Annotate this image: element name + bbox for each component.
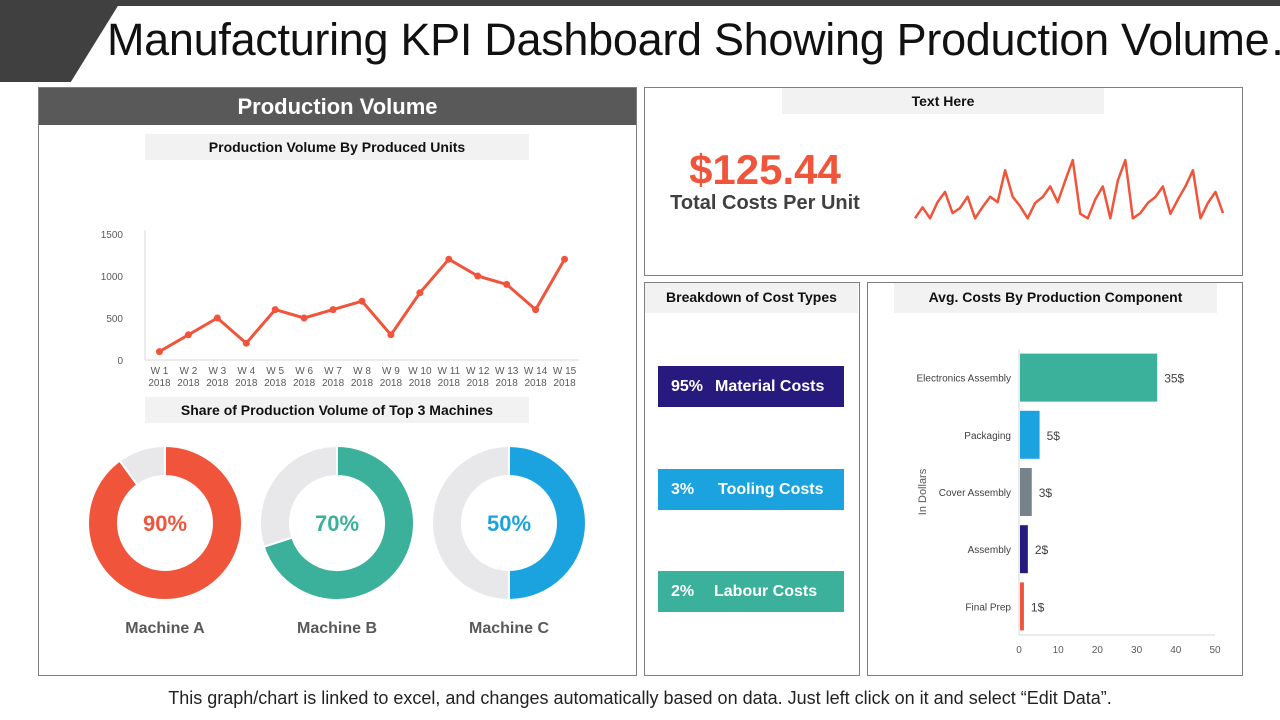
donut-slice-value	[508, 444, 587, 602]
x-tick-label: W 9 2018	[380, 366, 403, 388]
total-cost-label: Total Costs Per Unit	[670, 192, 860, 214]
machine-name-label: Machine C	[469, 620, 549, 637]
production-volume-panel: Production Volume Production Volume By P…	[38, 87, 637, 676]
total-cost-value: $125.44	[689, 146, 841, 193]
y-tick-label: 1500	[101, 230, 124, 241]
x-tick-label: W 1 2018	[148, 366, 171, 388]
material-costs-percent: 95%	[671, 378, 704, 395]
data-point	[358, 297, 366, 305]
avg-costs-subtitle: Avg. Costs By Production Component	[894, 283, 1217, 313]
y-axis-label: In Dollars	[917, 468, 929, 515]
donut-slice-remainder	[118, 444, 166, 487]
donut-slice-remainder	[259, 444, 338, 549]
x-tick-label: 50	[1209, 645, 1221, 656]
line-chart-subtitle: Production Volume By Produced Units	[145, 134, 529, 160]
production-volume-series-line	[158, 257, 566, 353]
breakdown-subtitle: Breakdown of Cost Types	[645, 283, 858, 313]
x-tick-label: W 12 2018	[466, 366, 490, 388]
labour-costs-label: Labour Costs	[714, 583, 818, 600]
data-point	[155, 348, 163, 356]
x-tick-label: W 7 2018	[322, 366, 345, 388]
x-tick-label: W 4 2018	[235, 366, 258, 388]
x-tick-label: W 13 2018	[495, 366, 519, 388]
labour-costs-box[interactable]: 2% Labour Costs	[658, 571, 844, 612]
category-label: Cover Assembly	[939, 488, 1011, 499]
labour-costs-percent: 2%	[671, 583, 695, 600]
production-volume-header: Production Volume	[39, 88, 636, 125]
sparkline-series-line	[913, 158, 1225, 220]
x-tick-label: 10	[1053, 645, 1065, 656]
data-point	[184, 331, 192, 339]
x-tick-label: W 10 2018	[408, 366, 432, 388]
data-point	[242, 339, 250, 347]
x-tick-label: W 15 2018	[553, 366, 577, 388]
machine-name-label: Machine B	[297, 620, 377, 637]
y-tick-label: 0	[117, 356, 123, 367]
tooling-costs-label: Tooling Costs	[718, 481, 824, 498]
tooling-costs-percent: 3%	[671, 481, 695, 498]
donut-slice-remainder	[431, 444, 510, 602]
donut-center-label: 50%	[487, 511, 531, 536]
breakdown-panel: Breakdown of Cost Types 95% Material Cos…	[644, 282, 860, 676]
x-tick-label: 20	[1092, 645, 1104, 656]
corner-decoration	[0, 0, 118, 82]
material-costs-box[interactable]: 95% Material Costs	[658, 366, 844, 407]
x-tick-label: W 11 2018	[437, 366, 460, 388]
x-tick-label: W 2 2018	[177, 366, 200, 388]
material-costs-label: Material Costs	[715, 378, 825, 395]
data-label: 5$	[1047, 429, 1061, 443]
category-label: Final Prep	[965, 602, 1011, 613]
x-tick-label: 40	[1170, 645, 1182, 656]
y-tick-label: 1000	[101, 272, 124, 283]
data-point	[532, 306, 540, 314]
production-volume-line-chart[interactable]: 0 500 1000 1500 W 1 2018 W 2 2018 W 3 2018 W 4 2018…	[39, 228, 638, 388]
x-tick-label: 30	[1131, 645, 1143, 656]
x-tick-label: W 3 2018	[206, 366, 229, 388]
data-point	[271, 306, 279, 314]
footer-note: This graph/chart is linked to excel, and…	[168, 688, 1112, 708]
avg-costs-bar-chart[interactable]: Electronics Assembly 35$ Packaging 5$ Cover …	[868, 313, 1242, 673]
top-strip	[0, 0, 1280, 6]
category-label: Assembly	[968, 545, 1011, 556]
x-tick-label: W 8 2018	[351, 366, 374, 388]
x-tick-label: W 14 2018	[524, 366, 548, 388]
data-point	[213, 314, 221, 322]
data-point	[445, 255, 453, 263]
x-tick-label: 0	[1016, 645, 1022, 656]
machine-share-donut-charts[interactable]: 90% Machine A 70% Machine B 50% Machine C	[39, 438, 638, 658]
bar	[1020, 410, 1040, 459]
donut-chart-subtitle: Share of Production Volume of Top 3 Mach…	[145, 397, 529, 423]
category-label: Electronics Assembly	[917, 374, 1011, 385]
cost-per-unit-panel: Text Here $125.44 Total Costs Per Unit	[644, 87, 1243, 276]
data-point	[503, 280, 511, 288]
bar	[1020, 468, 1032, 516]
text-here-subtitle: Text Here	[782, 88, 1104, 114]
bar	[1020, 582, 1024, 631]
x-tick-label: W 6 2018	[293, 366, 316, 388]
data-label: 2$	[1035, 543, 1049, 557]
machine-name-label: Machine A	[125, 620, 205, 637]
avg-costs-panel: Avg. Costs By Production Component Elect…	[867, 282, 1243, 676]
donut-center-label: 90%	[143, 511, 187, 536]
donut-center-label: 70%	[315, 511, 359, 536]
data-point	[416, 289, 424, 297]
cost-sparkline[interactable]	[907, 154, 1237, 234]
data-label: 1$	[1031, 600, 1045, 614]
bar	[1020, 525, 1028, 574]
data-point	[387, 331, 395, 339]
y-tick-label: 500	[106, 314, 123, 325]
data-label: 3$	[1039, 486, 1053, 500]
data-point	[329, 306, 337, 314]
data-point	[474, 272, 482, 280]
donut-slice-value	[262, 444, 415, 601]
donut-slice-value	[87, 444, 243, 601]
data-label: 35$	[1164, 372, 1184, 386]
category-label: Packaging	[964, 431, 1011, 442]
data-point	[300, 314, 308, 322]
x-tick-label: W 5 2018	[264, 366, 287, 388]
bar	[1020, 353, 1158, 402]
page-title: Manufacturing KPI Dashboard Showing Prod…	[107, 14, 1280, 65]
tooling-costs-box[interactable]: 3% Tooling Costs	[658, 469, 844, 510]
data-point	[561, 255, 569, 263]
